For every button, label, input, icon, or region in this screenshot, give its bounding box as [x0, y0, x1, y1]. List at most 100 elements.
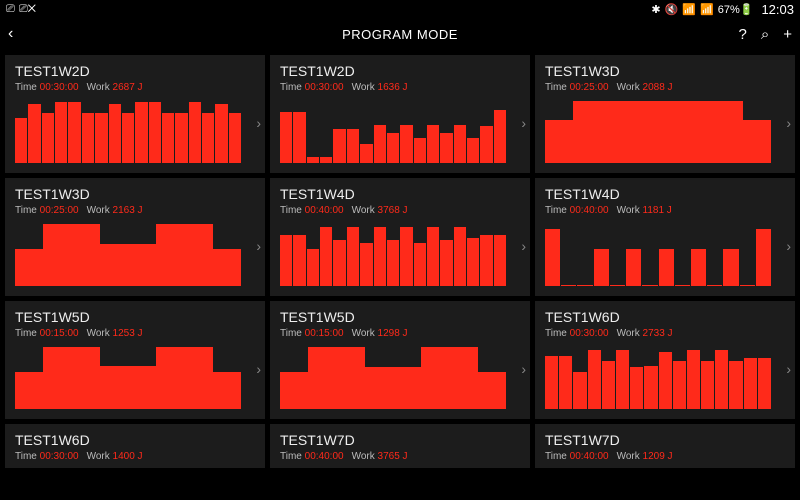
- chart-bar: [202, 113, 214, 163]
- chevron-right-icon[interactable]: ›: [256, 361, 261, 377]
- chart-bar: [333, 240, 345, 286]
- chart-bar: [15, 249, 43, 286]
- chart-bar: [573, 372, 586, 409]
- chart-bar: [229, 113, 241, 163]
- chart-bar: [545, 229, 560, 286]
- chart-bar: [756, 229, 771, 286]
- program-card[interactable]: TEST1W6DTime 00:30:00Work 1400 J: [5, 424, 265, 468]
- chart-bar: [55, 102, 67, 163]
- chart-bar: [393, 367, 421, 409]
- chart-bar: [673, 361, 686, 409]
- program-card[interactable]: TEST1W7DTime 00:40:00Work 1209 J: [535, 424, 795, 468]
- chart-bar: [320, 157, 332, 163]
- program-card[interactable]: TEST1W4DTime 00:40:00Work 1181 J›: [535, 178, 795, 296]
- chart-bar: [374, 125, 386, 163]
- chart-bar: [293, 235, 305, 286]
- chevron-right-icon[interactable]: ›: [786, 361, 791, 377]
- chart-bar: [128, 244, 156, 286]
- chart-bar: [213, 372, 241, 409]
- program-card[interactable]: TEST1W7DTime 00:40:00Work 3765 J: [270, 424, 530, 468]
- program-card[interactable]: TEST1W5DTime 00:15:00Work 1298 J›: [270, 301, 530, 419]
- chart-bar: [715, 350, 728, 409]
- chevron-right-icon[interactable]: ›: [256, 238, 261, 254]
- card-chart: [280, 101, 520, 163]
- chart-bar: [15, 118, 27, 163]
- chart-bar: [72, 347, 100, 409]
- chart-bar: [162, 113, 174, 163]
- chart-bar: [414, 138, 426, 163]
- chart-bar: [68, 102, 80, 163]
- chart-bar: [478, 372, 506, 409]
- chart-bar: [189, 102, 201, 163]
- chart-bar: [82, 113, 94, 163]
- chart-bar: [630, 367, 643, 409]
- chart-bar: [387, 133, 399, 163]
- program-card[interactable]: TEST1W2DTime 00:30:00Work 1636 J›: [270, 55, 530, 173]
- card-meta: Time 00:40:00Work 1209 J: [545, 451, 785, 462]
- chart-bar: [659, 249, 674, 286]
- program-card[interactable]: TEST1W3DTime 00:25:00Work 2163 J›: [5, 178, 265, 296]
- chart-bar: [573, 101, 601, 163]
- program-card[interactable]: TEST1W6DTime 00:30:00Work 2733 J›: [535, 301, 795, 419]
- chevron-right-icon[interactable]: ›: [256, 115, 261, 131]
- chart-bar: [72, 224, 100, 286]
- chevron-right-icon[interactable]: ›: [786, 115, 791, 131]
- clock: 12:03: [761, 2, 794, 17]
- chart-bar: [387, 240, 399, 286]
- chart-bar: [740, 285, 755, 286]
- chart-bar: [42, 113, 54, 163]
- chart-bar: [729, 361, 742, 409]
- chart-bar: [213, 249, 241, 286]
- program-card[interactable]: TEST1W3DTime 00:25:00Work 2088 J›: [535, 55, 795, 173]
- chart-bar: [480, 126, 492, 163]
- chart-bar: [95, 113, 107, 163]
- status-icon-2: ⎚✕: [19, 3, 36, 16]
- program-card[interactable]: TEST1W2D Time 00:30:00Work 2687 J ›: [5, 55, 265, 173]
- card-meta: Time 00:30:00Work 2687 J: [15, 82, 255, 93]
- chart-bar: [215, 104, 227, 163]
- card-chart: [15, 101, 255, 163]
- chart-bar: [185, 347, 213, 409]
- chart-bar: [320, 227, 332, 286]
- help-icon[interactable]: ?: [738, 26, 746, 43]
- chart-bar: [577, 285, 592, 286]
- chart-bar: [337, 347, 365, 409]
- chart-bar: [28, 104, 40, 163]
- chart-bar: [686, 101, 714, 163]
- chart-bar: [559, 356, 572, 409]
- search-icon[interactable]: ⌕: [761, 26, 769, 43]
- chart-bar: [440, 133, 452, 163]
- card-chart: [545, 101, 785, 163]
- status-left: ⎚ ⎚✕: [6, 3, 36, 16]
- add-icon[interactable]: +: [783, 26, 792, 43]
- status-right: ✱ 🔇 📶 📶 67%🔋 12:03: [651, 2, 794, 17]
- card-meta: Time 00:15:00Work 1253 J: [15, 328, 255, 339]
- chevron-right-icon[interactable]: ›: [786, 238, 791, 254]
- chart-bar: [280, 235, 292, 286]
- chart-bar: [135, 102, 147, 163]
- chart-bar: [758, 358, 771, 409]
- back-button[interactable]: ‹: [8, 25, 13, 43]
- header-actions: ? ⌕ +: [738, 26, 792, 43]
- chevron-right-icon[interactable]: ›: [521, 115, 526, 131]
- wifi-icon: 📶: [682, 3, 696, 16]
- chart-bar: [156, 224, 184, 286]
- chart-bar: [307, 157, 319, 163]
- card-title: TEST1W5D: [280, 309, 520, 325]
- card-title: TEST1W2D: [15, 63, 255, 79]
- chart-bar: [149, 102, 161, 163]
- program-card[interactable]: TEST1W5DTime 00:15:00Work 1253 J›: [5, 301, 265, 419]
- chart-bar: [494, 235, 506, 286]
- chart-bar: [128, 366, 156, 409]
- chart-bar: [602, 101, 630, 163]
- chevron-right-icon[interactable]: ›: [521, 361, 526, 377]
- card-meta: Time 00:30:00Work 1400 J: [15, 451, 255, 462]
- chart-bar: [494, 110, 506, 163]
- chevron-right-icon[interactable]: ›: [521, 238, 526, 254]
- chart-bar: [561, 285, 576, 286]
- chart-bar: [440, 240, 452, 286]
- chart-bar: [360, 243, 372, 286]
- program-card[interactable]: TEST1W4DTime 00:40:00Work 3768 J›: [270, 178, 530, 296]
- chart-bar: [122, 113, 134, 163]
- chart-bar: [100, 244, 128, 286]
